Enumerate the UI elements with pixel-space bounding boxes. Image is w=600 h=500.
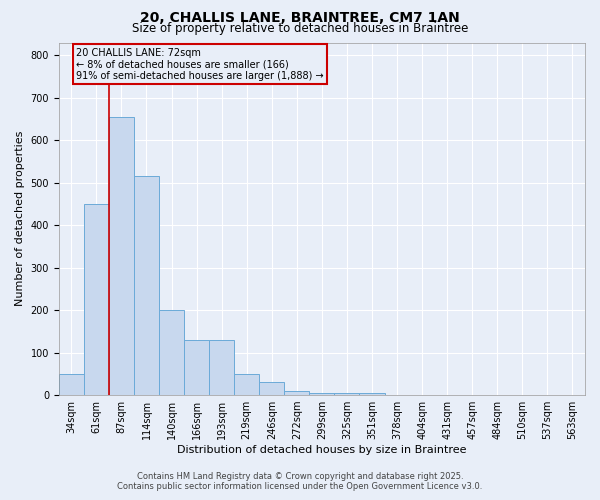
Bar xyxy=(134,176,159,395)
Bar xyxy=(284,391,310,395)
Y-axis label: Number of detached properties: Number of detached properties xyxy=(15,131,25,306)
Text: 20 CHALLIS LANE: 72sqm
← 8% of detached houses are smaller (166)
91% of semi-det: 20 CHALLIS LANE: 72sqm ← 8% of detached … xyxy=(76,48,324,81)
Bar xyxy=(109,117,134,395)
Bar xyxy=(234,374,259,395)
Bar xyxy=(259,382,284,395)
Bar xyxy=(334,393,359,395)
Bar xyxy=(59,374,84,395)
Bar xyxy=(159,310,184,395)
Bar xyxy=(184,340,209,395)
Bar xyxy=(209,340,234,395)
Bar xyxy=(84,204,109,395)
Text: Contains HM Land Registry data © Crown copyright and database right 2025.
Contai: Contains HM Land Registry data © Crown c… xyxy=(118,472,482,491)
Text: 20, CHALLIS LANE, BRAINTREE, CM7 1AN: 20, CHALLIS LANE, BRAINTREE, CM7 1AN xyxy=(140,11,460,25)
Bar xyxy=(310,393,334,395)
X-axis label: Distribution of detached houses by size in Braintree: Distribution of detached houses by size … xyxy=(177,445,467,455)
Bar xyxy=(359,393,385,395)
Text: Size of property relative to detached houses in Braintree: Size of property relative to detached ho… xyxy=(132,22,468,35)
